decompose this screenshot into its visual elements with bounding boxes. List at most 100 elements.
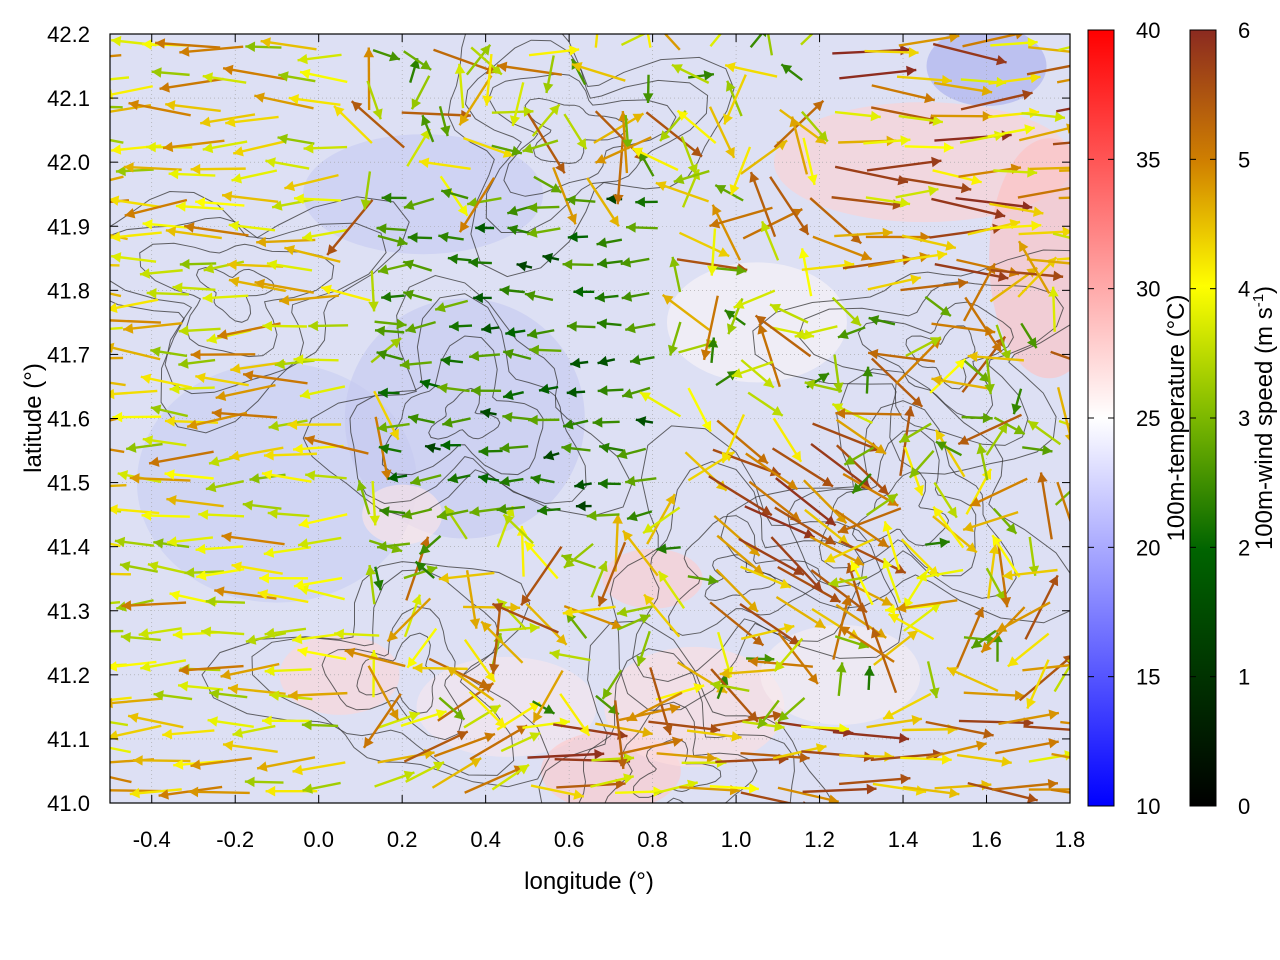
wind-vector-head — [783, 623, 795, 634]
wind-vector — [646, 34, 652, 48]
wind-vector-head — [691, 146, 702, 157]
wind-vector — [110, 572, 131, 576]
wind-vector-head — [440, 355, 451, 366]
wind-vector-head — [470, 758, 482, 768]
wind-vector — [636, 630, 651, 667]
wind-vector — [439, 175, 469, 217]
wind-vector-head — [70, 373, 80, 384]
wind-vector — [399, 359, 432, 370]
wind-label-prefix: 100m-wind speed (m s — [1251, 307, 1278, 550]
wind-vector-shaft — [715, 568, 759, 613]
wind-vector-head — [623, 530, 633, 542]
wind-vector-shaft — [774, 506, 837, 546]
wind-vector — [438, 231, 464, 243]
wind-vector-head — [573, 789, 584, 800]
wind-vector-shaft — [769, 176, 810, 236]
wind-vector — [864, 665, 875, 691]
wind-vector-head — [308, 320, 318, 332]
colorbar-tick-label: 15 — [1136, 665, 1160, 690]
wind-vector-head — [524, 290, 536, 302]
wind-vector — [871, 84, 936, 104]
y-tick-label: 41.7 — [47, 342, 90, 367]
wind-vector — [618, 736, 683, 756]
wind-vector-shaft — [110, 292, 122, 298]
wind-vector — [962, 262, 997, 322]
wind-vector-head — [190, 349, 201, 360]
wind-vector — [409, 474, 442, 486]
colorbar-tick-label: 0 — [1238, 794, 1250, 819]
wind-vector — [288, 94, 341, 107]
wind-vector — [110, 85, 153, 100]
wind-vector — [369, 480, 380, 526]
wind-vector-head — [205, 596, 216, 607]
wind-label-suffix: ) — [1251, 286, 1278, 294]
wind-vector-shaft — [708, 475, 773, 517]
wind-vector-head — [503, 348, 514, 360]
wind-vector — [655, 181, 709, 203]
wind-vector-head — [570, 357, 581, 369]
wind-vector-head — [828, 794, 839, 803]
wind-vector — [1023, 725, 1070, 731]
wind-vector-head — [710, 680, 721, 691]
wind-vector-head — [640, 392, 651, 402]
wind-vector-shaft — [594, 34, 599, 48]
wind-vector-shaft — [1026, 64, 1070, 76]
wind-vector — [164, 469, 214, 480]
wind-vector-head — [881, 596, 893, 606]
wind-vector-shaft — [403, 730, 469, 763]
wind-vector — [362, 693, 402, 749]
wind-vector — [523, 540, 559, 580]
wind-vector — [626, 691, 683, 722]
wind-vector — [267, 508, 310, 519]
wind-vector-shaft — [220, 662, 280, 678]
wind-vector-head — [537, 505, 548, 516]
wind-vector — [209, 688, 248, 700]
wind-vector — [1026, 258, 1070, 265]
wind-vector-head — [563, 419, 574, 430]
wind-vector-head — [612, 513, 623, 524]
wind-vector-shaft — [995, 740, 1059, 755]
wind-vector-head — [970, 497, 981, 507]
wind-vector — [110, 696, 132, 702]
wind-vector-head — [620, 257, 632, 268]
wind-vector-shaft — [740, 751, 810, 760]
wind-vector — [293, 354, 339, 365]
wind-vector-shaft — [812, 235, 873, 261]
wind-vector-head — [957, 278, 969, 289]
wind-vector — [724, 62, 778, 78]
wind-vector — [123, 162, 182, 173]
wind-vector — [110, 724, 162, 741]
wind-vector — [530, 784, 585, 800]
wind-vector-head — [419, 157, 430, 168]
wind-vector — [344, 647, 406, 668]
wind-vector-shaft — [469, 724, 528, 761]
wind-vector — [905, 336, 942, 358]
wind-vector-head — [390, 338, 402, 349]
wind-vector-shaft — [1017, 240, 1051, 294]
wind-vector-head — [516, 525, 528, 536]
wind-vector — [709, 206, 773, 229]
wind-vector — [802, 137, 818, 186]
wind-vector-head — [153, 538, 164, 549]
wind-vector-head — [762, 18, 772, 28]
wind-vector-shaft — [344, 649, 406, 668]
wind-vector — [403, 50, 432, 71]
wind-vector-head — [564, 557, 575, 568]
wind-vector-head — [1073, 660, 1083, 671]
wind-vector — [961, 412, 993, 424]
wind-vector — [257, 589, 309, 604]
wind-vector-head — [363, 47, 375, 58]
wind-vector-shaft — [710, 668, 759, 723]
wind-vector-head — [935, 429, 946, 441]
wind-vector-head — [774, 660, 785, 672]
wind-vector — [482, 53, 493, 106]
wind-vector — [440, 440, 461, 451]
colorbar-tick-label: 10 — [1136, 794, 1160, 819]
wind-vector-head — [760, 505, 772, 516]
colorbar-tick-label: 20 — [1136, 535, 1160, 560]
wind-vector — [929, 358, 967, 394]
wind-colorbar-label: 100m-wind speed (m s-1) — [1250, 286, 1278, 550]
wind-vector — [1017, 240, 1051, 294]
